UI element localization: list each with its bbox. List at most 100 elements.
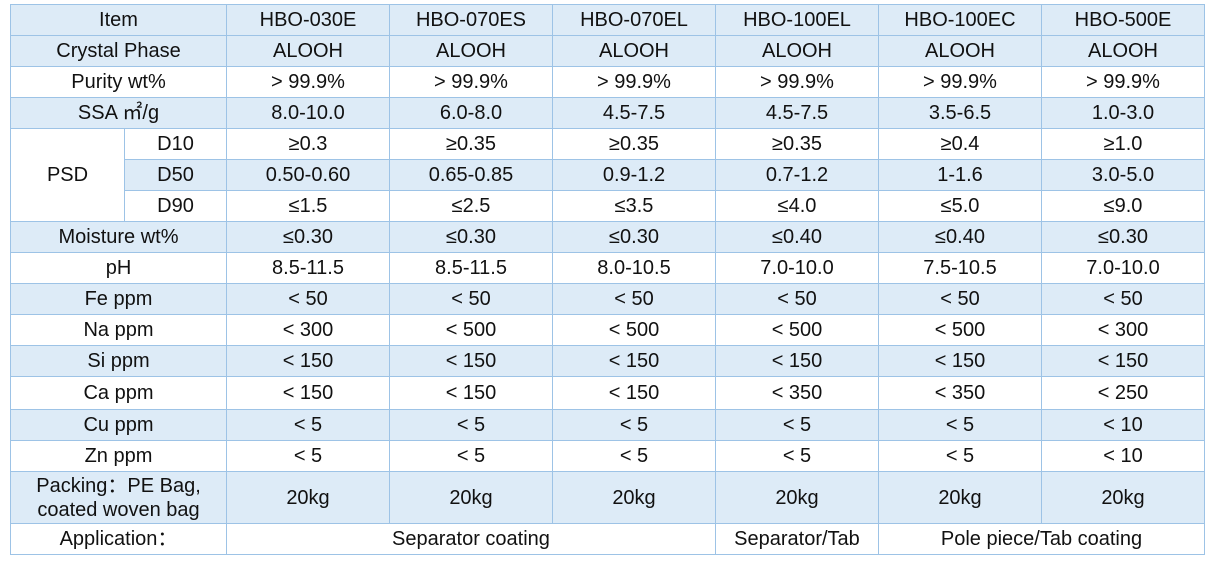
table-cell: < 150	[1041, 345, 1205, 377]
table-cell: > 99.9%	[1041, 66, 1205, 98]
row-label: Moisture wt%	[10, 221, 227, 253]
table-cell: 8.0-10.0	[226, 97, 390, 129]
table-cell: ALOOH	[552, 35, 716, 67]
table-cell: > 99.9%	[878, 66, 1042, 98]
row-label: Si ppm	[10, 345, 227, 377]
table-cell: < 500	[389, 314, 553, 346]
table-cell: ≤0.30	[1041, 221, 1205, 253]
table-cell: 8.5-11.5	[389, 252, 553, 284]
table-cell: 8.0-10.5	[552, 252, 716, 284]
application-group: Separator/Tab	[715, 523, 879, 555]
table-cell: ≥1.0	[1041, 128, 1205, 160]
table-cell: < 500	[552, 314, 716, 346]
table-cell: 3.0-5.0	[1041, 159, 1205, 191]
table-cell: 0.9-1.2	[552, 159, 716, 191]
table-cell: ≤1.5	[226, 190, 390, 222]
table-cell: ≥0.35	[552, 128, 716, 160]
table-cell: < 150	[226, 376, 390, 410]
table-cell: 0.65-0.85	[389, 159, 553, 191]
row-label: pH	[10, 252, 227, 284]
table-cell: ALOOH	[389, 35, 553, 67]
packing-label-line2: coated woven bag	[37, 498, 200, 521]
packing-label-line1: Packing：PE Bag,	[36, 474, 201, 497]
table-cell: 8.5-11.5	[226, 252, 390, 284]
table-cell: 7.0-10.0	[715, 252, 879, 284]
table-cell: 20kg	[226, 471, 390, 524]
table-cell: < 5	[389, 440, 553, 472]
table-cell: ≤2.5	[389, 190, 553, 222]
table-cell: ≤0.30	[226, 221, 390, 253]
table-cell: < 5	[389, 409, 553, 441]
row-label: Cu ppm	[10, 409, 227, 441]
table-cell: ALOOH	[226, 35, 390, 67]
table-cell: < 150	[389, 376, 553, 410]
table-cell: > 99.9%	[715, 66, 879, 98]
table-cell: ≥0.3	[226, 128, 390, 160]
table-cell: 3.5-6.5	[878, 97, 1042, 129]
table-cell: < 300	[1041, 314, 1205, 346]
table-cell: < 5	[226, 440, 390, 472]
table-cell: 20kg	[878, 471, 1042, 524]
psd-sublabel: D50	[124, 159, 227, 191]
row-label: Fe ppm	[10, 283, 227, 315]
table-cell: < 150	[878, 345, 1042, 377]
packing-row: Packing：PE Bag, coated woven bag 20kg 20k…	[10, 471, 1205, 524]
table-cell: 20kg	[1041, 471, 1205, 524]
table-cell: < 50	[389, 283, 553, 315]
application-group: Pole piece/Tab coating	[878, 523, 1205, 555]
row-label: SSA ㎡/g	[10, 97, 227, 129]
table-cell: ≥0.35	[715, 128, 879, 160]
product-header: HBO-100EL	[715, 4, 879, 36]
table-cell: 0.7-1.2	[715, 159, 879, 191]
table-cell: < 5	[715, 440, 879, 472]
row-label: Purity wt%	[10, 66, 227, 98]
table-cell: < 10	[1041, 440, 1205, 472]
table-cell: < 150	[552, 376, 716, 410]
table-cell: 1.0-3.0	[1041, 97, 1205, 129]
application-group: Separator coating	[226, 523, 716, 555]
psd-label: PSD	[10, 128, 125, 222]
table-cell: < 10	[1041, 409, 1205, 441]
table-cell: ≥0.4	[878, 128, 1042, 160]
table-cell: > 99.9%	[389, 66, 553, 98]
table-cell: < 500	[878, 314, 1042, 346]
table-cell: 0.50-0.60	[226, 159, 390, 191]
table-cell: 6.0-8.0	[389, 97, 553, 129]
table-row: Crystal Phase ALOOH ALOOH ALOOH ALOOH AL…	[10, 35, 1205, 67]
table-row: D90 ≤1.5 ≤2.5 ≤3.5 ≤4.0 ≤5.0 ≤9.0	[11, 190, 1205, 222]
table-row: SSA ㎡/g 8.0-10.0 6.0-8.0 4.5-7.5 4.5-7.5…	[10, 97, 1205, 129]
table-cell: > 99.9%	[226, 66, 390, 98]
psd-sublabel: D90	[124, 190, 227, 222]
table-cell: 4.5-7.5	[552, 97, 716, 129]
table-cell: 20kg	[552, 471, 716, 524]
table-cell: ALOOH	[715, 35, 879, 67]
table-cell: < 150	[226, 345, 390, 377]
table-cell: < 150	[715, 345, 879, 377]
table-cell: 20kg	[389, 471, 553, 524]
table-cell: ≤0.30	[389, 221, 553, 253]
spec-table: Item HBO-030E HBO-070ES HBO-070EL HBO-10…	[10, 4, 1205, 555]
table-cell: > 99.9%	[552, 66, 716, 98]
table-cell: 7.0-10.0	[1041, 252, 1205, 284]
row-label: Na ppm	[10, 314, 227, 346]
table-row: D50 0.50-0.60 0.65-0.85 0.9-1.2 0.7-1.2 …	[11, 159, 1205, 191]
table-cell: < 5	[552, 440, 716, 472]
table-cell: < 5	[878, 409, 1042, 441]
table-row: Na ppm < 300 < 500 < 500 < 500 < 500 < 3…	[10, 314, 1205, 346]
table-cell: < 50	[1041, 283, 1205, 315]
table-cell: < 50	[715, 283, 879, 315]
product-header: HBO-070ES	[389, 4, 553, 36]
table-row: Zn ppm < 5 < 5 < 5 < 5 < 5 < 10	[10, 440, 1205, 472]
table-cell: < 250	[1041, 376, 1205, 410]
row-label: Zn ppm	[10, 440, 227, 472]
table-cell: < 5	[226, 409, 390, 441]
row-label: Ca ppm	[10, 376, 227, 410]
table-cell: ≥0.35	[389, 128, 553, 160]
table-cell: < 150	[552, 345, 716, 377]
header-row: Item HBO-030E HBO-070ES HBO-070EL HBO-10…	[10, 4, 1205, 36]
table-cell: < 5	[552, 409, 716, 441]
packing-label: Packing：PE Bag, coated woven bag	[10, 471, 227, 524]
table-cell: 20kg	[715, 471, 879, 524]
product-header: HBO-070EL	[552, 4, 716, 36]
table-cell: < 300	[226, 314, 390, 346]
